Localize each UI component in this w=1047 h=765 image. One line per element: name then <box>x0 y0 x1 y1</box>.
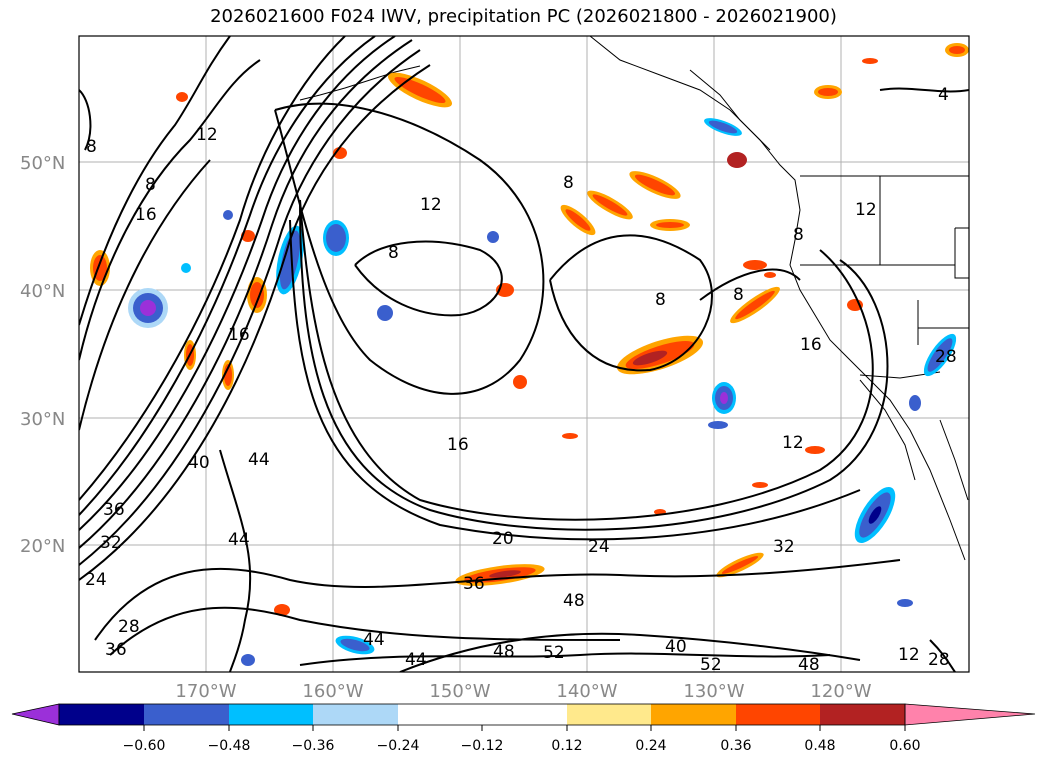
contour-label: 44 <box>248 450 270 470</box>
contour-label: 44 <box>405 650 427 670</box>
lon-label: 130°W <box>683 681 744 702</box>
latitude-labels: 50°N 40°N 30°N 20°N <box>20 153 65 557</box>
colorbar-tick-label: −0.48 <box>208 738 251 754</box>
contour-label: 4 <box>938 85 949 105</box>
contour-label: 36 <box>463 574 485 594</box>
contour-label: 8 <box>145 175 156 195</box>
precip-negative <box>128 118 957 666</box>
colorbar-segment <box>820 704 905 725</box>
contour-label: 8 <box>388 243 399 263</box>
contour-label: 48 <box>563 591 585 611</box>
colorbar-segment <box>482 704 567 725</box>
colorbar-segment <box>313 704 398 725</box>
contour-label: 16 <box>447 435 469 455</box>
contour-label: 48 <box>493 642 515 662</box>
contour-label: 44 <box>228 530 250 550</box>
contour-label: 24 <box>85 570 107 590</box>
contour-label: 28 <box>928 650 950 670</box>
iwv-contours <box>79 36 969 672</box>
lat-label: 50°N <box>20 153 65 174</box>
lat-label: 30°N <box>20 409 65 430</box>
contour-label: 44 <box>363 630 385 650</box>
contour-label: 36 <box>103 500 125 520</box>
colorbar-tick-label: 0.36 <box>720 738 751 754</box>
colorbar-tick-label: −0.24 <box>377 738 420 754</box>
contour-label: 12 <box>782 433 804 453</box>
lon-label: 140°W <box>556 681 617 702</box>
contour-label: 40 <box>188 453 210 473</box>
contour-label: 12 <box>898 645 920 665</box>
contour-label: 52 <box>543 643 565 663</box>
colorbar-tick-label: 0.48 <box>804 738 835 754</box>
lon-label: 150°W <box>429 681 490 702</box>
contour-label: 52 <box>700 655 722 675</box>
contour-label: 16 <box>228 325 250 345</box>
contour-label: 32 <box>773 537 795 557</box>
lon-label: 120°W <box>810 681 871 702</box>
contour-label: 40 <box>665 637 687 657</box>
contour-label: 8 <box>563 173 574 193</box>
contour-label: 32 <box>100 533 122 553</box>
colorbar-tick-label: −0.36 <box>292 738 335 754</box>
colorbar-ticks <box>143 725 906 731</box>
colorbar-extend-high <box>904 703 1036 726</box>
contour-label: 36 <box>105 640 127 660</box>
longitude-labels: 170°W 160°W 150°W 140°W 130°W 120°W <box>175 681 871 702</box>
contour-label: 12 <box>855 200 877 220</box>
contour-label: 8 <box>793 225 804 245</box>
colorbar-tick-label: −0.60 <box>123 738 166 754</box>
colorbar-tick-label: 0.24 <box>635 738 666 754</box>
colorbar-extend-low <box>11 703 60 726</box>
colorbar-segment <box>229 704 313 725</box>
contour-label: 16 <box>135 205 157 225</box>
map-frame <box>78 35 970 673</box>
contour-label: 20 <box>492 529 514 549</box>
colorbar-tick-label: 0.12 <box>551 738 582 754</box>
colorbar-tick-label: 0.60 <box>889 738 920 754</box>
contour-label: 8 <box>655 290 666 310</box>
contour-label: 16 <box>800 335 822 355</box>
contour-label: 12 <box>420 195 442 215</box>
colorbar-segment <box>651 704 736 725</box>
colorbar-segment <box>398 704 482 725</box>
colorbar-segment <box>736 704 820 725</box>
contour-label: 28 <box>118 617 140 637</box>
colorbar: −0.60 −0.48 −0.36 −0.24 −0.12 0.12 0.24 … <box>11 703 1036 754</box>
colorbar-segment <box>567 704 651 725</box>
map-title: 2026021600 F024 IWV, precipitation PC (2… <box>210 6 837 27</box>
contour-label: 24 <box>588 537 610 557</box>
contour-label: 48 <box>798 655 820 675</box>
map-area: 4 8 8 8 8 8 8 12 12 12 12 16 16 16 20 24… <box>79 36 969 675</box>
colorbar-segment <box>144 704 229 725</box>
contour-label: 12 <box>196 125 218 145</box>
lon-label: 160°W <box>302 681 363 702</box>
contour-labels: 4 8 8 8 8 8 8 12 12 12 12 16 16 16 20 24… <box>85 85 957 675</box>
contour-label: 8 <box>86 137 97 157</box>
lat-label: 40°N <box>20 281 65 302</box>
colorbar-tick-label: −0.12 <box>461 738 504 754</box>
contour-label: 8 <box>733 285 744 305</box>
lat-label: 20°N <box>20 536 65 557</box>
colorbar-segment <box>59 704 144 725</box>
lon-label: 170°W <box>175 681 236 702</box>
contour-label: 28 <box>935 347 957 367</box>
